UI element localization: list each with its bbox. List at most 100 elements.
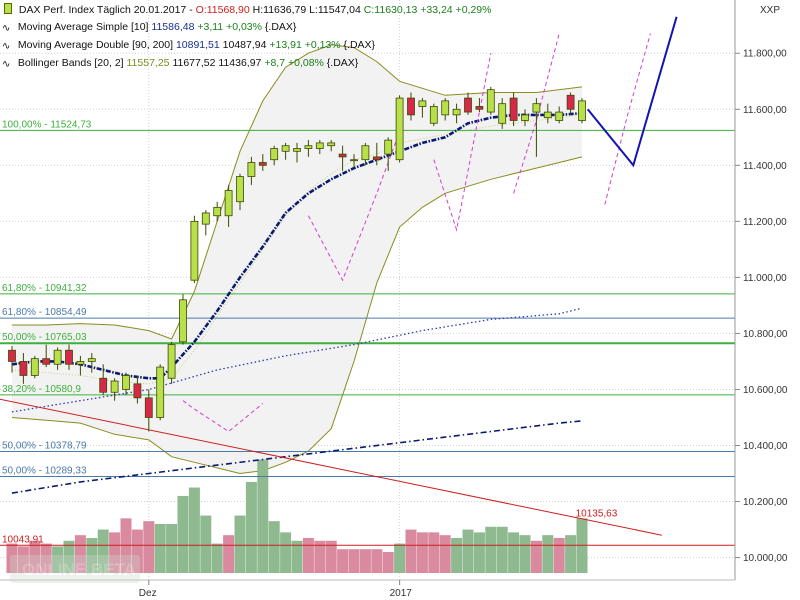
legend-change: +33,24 — [420, 4, 453, 16]
wave-line — [433, 53, 492, 232]
candle-body — [122, 375, 130, 390]
candle-body — [201, 212, 210, 225]
legend-instrument: DAX Perf. Index Täglich — [18, 4, 131, 16]
y-tick-label: 10.600,00 — [743, 385, 788, 396]
candle-body — [213, 206, 222, 217]
volume-bar — [359, 549, 371, 573]
time-axis: Dez 2017 — [0, 579, 735, 599]
legend-change-pct: +0,29% — [455, 4, 492, 16]
legend-bb-mid: 11557,25 — [126, 57, 170, 69]
wave-line — [604, 33, 651, 205]
legend-bb-lower: 11436,97 — [218, 57, 262, 69]
candle-body — [76, 361, 85, 365]
volume-bar — [234, 515, 246, 573]
volume-bar — [268, 521, 280, 573]
candle-body — [578, 100, 586, 121]
legend-sma-change: +3,11 — [197, 21, 224, 33]
candle-body — [167, 344, 176, 379]
candle-body — [236, 176, 244, 203]
watermark: ONLINE BETA — [10, 555, 140, 583]
legend-bb-ref: {.DAX} — [326, 57, 359, 69]
candle-icon — [4, 3, 12, 14]
volume-bar — [348, 549, 360, 573]
candle-body — [304, 145, 313, 149]
price-axis: XXP 10.000,00 10.200,00 10.400,00 10.600,00… — [734, 0, 788, 580]
volume-bar — [245, 481, 257, 573]
line-indicator-icon: ∿ — [2, 41, 11, 52]
volume-bar — [485, 526, 497, 573]
volume-bar — [337, 549, 349, 573]
y-tick-label: 11.400,00 — [743, 161, 787, 172]
volume-bar — [131, 529, 143, 573]
volume-bar — [280, 532, 292, 573]
candles[interactable] — [8, 86, 586, 432]
legend-row-bb: ∿ Bollinger Bands [20, 2] 11557,25 11677… — [2, 55, 491, 73]
candle-body — [372, 156, 381, 161]
bollinger-fill — [12, 44, 582, 474]
volume-bar — [394, 543, 406, 573]
wave-line — [513, 33, 560, 194]
volume-bar — [257, 459, 269, 573]
wave-line — [182, 400, 264, 433]
candle-body — [19, 361, 28, 376]
y-tick-label: 10.200,00 — [743, 497, 788, 508]
legend-open: O:11568,90 — [195, 4, 250, 16]
candle-body — [156, 366, 165, 418]
legend-dma-name: Moving Average Double [90, 200] — [17, 39, 174, 51]
y-tick-label: 10.400,00 — [743, 441, 788, 452]
candle-body — [464, 97, 472, 113]
volume-bar — [451, 537, 463, 573]
chart-legend: DAX Perf. Index Täglich 20.01.2017 - O:1… — [2, 2, 491, 73]
candle-body — [30, 358, 39, 376]
volume-bar — [553, 537, 565, 573]
candle-body — [555, 111, 564, 121]
legend-bb-change: +8,7 — [264, 57, 286, 69]
volume-bar — [508, 532, 520, 573]
volume-bar — [302, 537, 314, 573]
candle-body — [133, 383, 142, 399]
candle-body — [258, 162, 267, 166]
legend-dma-ref: {.DAX} — [343, 39, 376, 51]
candle-body — [87, 358, 96, 362]
volume-bar — [52, 546, 64, 573]
volume-bar — [462, 529, 474, 573]
line-indicator-icon: ∿ — [2, 59, 11, 70]
y-tick-label: 11.800,00 — [743, 49, 787, 60]
fib-level-label: 61,80% - 10854,49 — [2, 307, 87, 318]
legend-high: H:11636,79 — [252, 4, 307, 16]
volume-bar — [325, 540, 337, 573]
sma-10-line — [11, 111, 583, 380]
volume-bar — [40, 543, 52, 573]
volume-bar — [428, 532, 440, 573]
legend-sma-value: 11586,48 — [151, 21, 195, 33]
legend-sma-ref: {.DAX} — [264, 21, 297, 33]
moving-averages — [11, 111, 583, 494]
legend-bb-change-pct: +0,08% — [287, 57, 324, 69]
y-tick-label: 10.800,00 — [743, 329, 788, 340]
legend-bb-name: Bollinger Bands [20, 2] — [17, 57, 124, 69]
legend-row-dma: ∿ Moving Average Double [90, 200] 10891,… — [2, 37, 491, 55]
legend-low: L:11547,04 — [309, 4, 361, 16]
volume-bars — [6, 459, 588, 573]
candle-body — [384, 139, 393, 155]
bollinger-lower — [11, 156, 583, 475]
candle-body — [486, 89, 495, 113]
x-tick-label: Dez — [139, 588, 157, 599]
legend-bb-upper: 11677,52 — [172, 57, 216, 69]
volume-bar — [291, 540, 303, 573]
candle-body — [99, 377, 108, 393]
candle-body — [350, 159, 358, 162]
volume-bar — [200, 515, 212, 573]
watermark-text: ONLINE BETA — [22, 560, 136, 579]
candle-body — [179, 299, 187, 343]
fibonacci-levels: 100,00% - 11524,73 61,80% - 10941,32 61,80… — [0, 119, 735, 546]
volume-bar — [143, 521, 155, 573]
volume-bar — [6, 543, 18, 573]
candle-body — [521, 114, 529, 121]
volume-bar — [519, 535, 531, 573]
projection-line — [586, 16, 678, 168]
candle-body — [429, 106, 438, 124]
red-trend-line — [0, 398, 662, 536]
